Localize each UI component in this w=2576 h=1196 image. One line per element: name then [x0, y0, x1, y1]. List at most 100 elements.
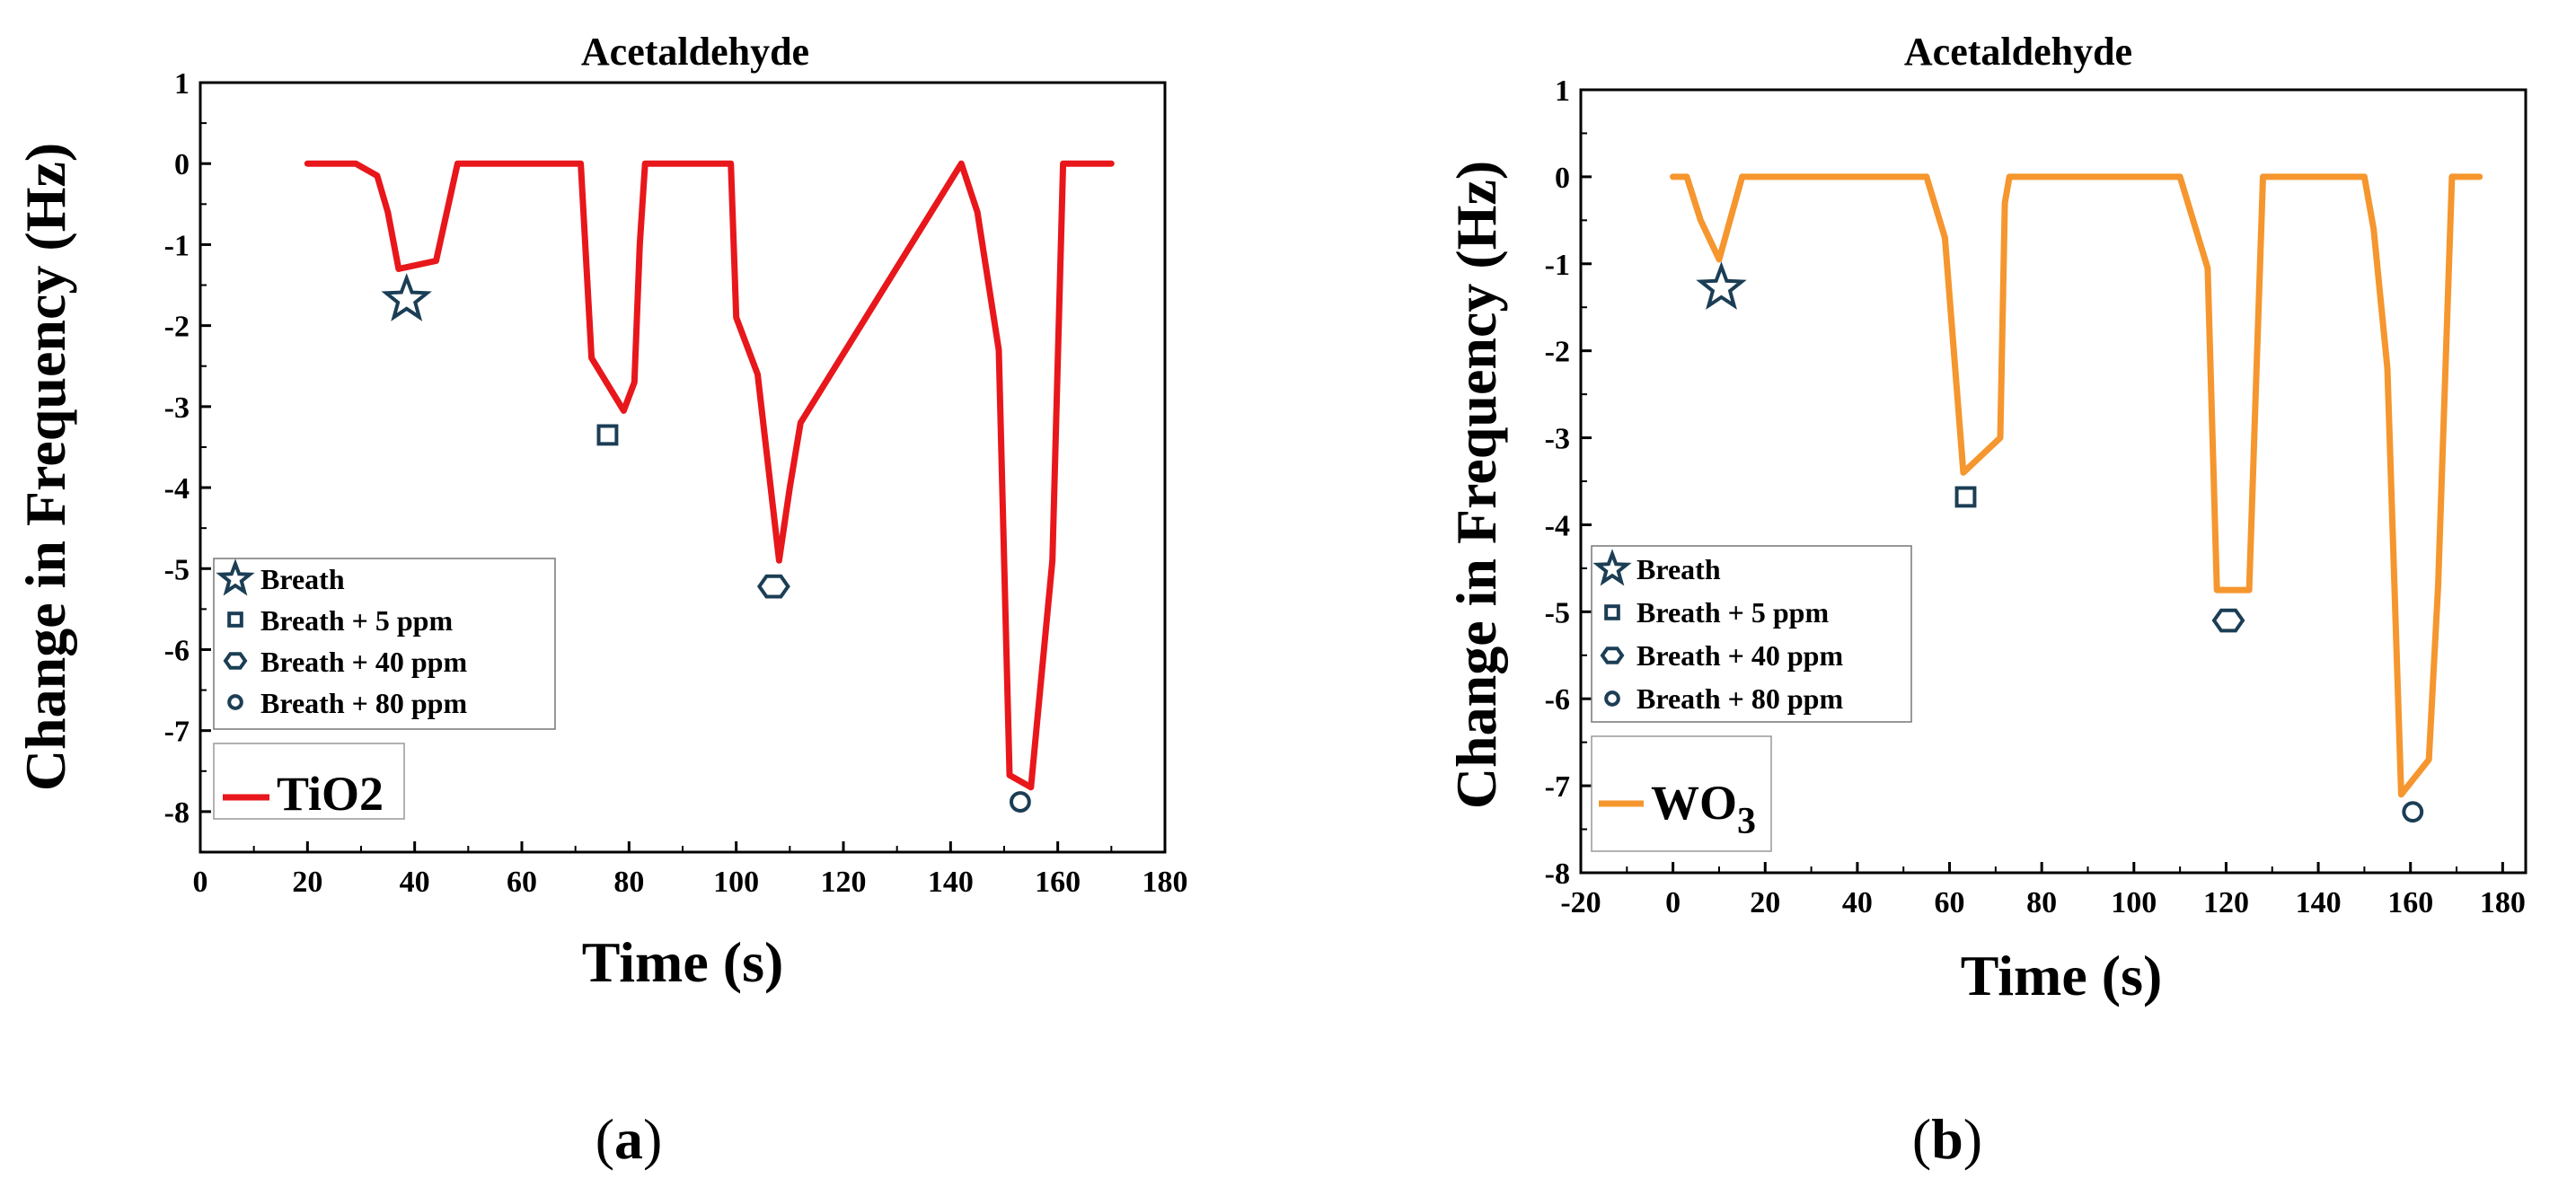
y-tick-label: -3 [164, 391, 190, 425]
x-tick-label: 100 [713, 866, 759, 899]
x-tick-label: 100 [2111, 886, 2157, 919]
panel-caption: (a) [595, 1107, 663, 1171]
y-tick-label: -1 [1545, 249, 1570, 282]
legend-label-40ppm: Breath + 40 ppm [260, 646, 467, 678]
x-tick-label: 60 [1935, 886, 1965, 919]
y-tick-labels: 1 0 -1 -2 -3 -4 -5 -6 -7 -8 [164, 67, 190, 830]
x-tick-label: 180 [1142, 866, 1188, 899]
y-tick-label: -1 [164, 229, 190, 262]
x-tick-label: 80 [2026, 886, 2057, 919]
series-tio2 [304, 160, 1115, 791]
y-tick-label: -3 [1545, 423, 1570, 456]
x-tick-label: 0 [1665, 886, 1681, 919]
y-tick-label: 0 [1555, 162, 1570, 195]
y-axis-label: Change in Frequency (Hz) [1444, 161, 1508, 809]
y-tick-label: -4 [164, 472, 190, 506]
material-legend: TiO2 [213, 743, 405, 821]
y-tick-label: -6 [1545, 683, 1570, 717]
y-tick-label: -2 [164, 311, 190, 344]
chart-title: Acetaldehyde [581, 30, 809, 74]
plot-frame [1579, 88, 2527, 875]
material-label: TiO2 [277, 767, 384, 821]
chart-title: Acetaldehyde [1904, 30, 2132, 74]
y-tick-label: -7 [164, 716, 190, 749]
x-axis-label: Time (s) [1961, 944, 2163, 1007]
y-tick-labels: 1 0 -1 -2 -3 -4 -5 -6 -7 -8 [1545, 75, 1570, 891]
data-markers [1696, 261, 2424, 823]
y-tick-label: -5 [1545, 596, 1570, 629]
series-line [1670, 173, 2483, 798]
legend-label-breath: Breath [260, 563, 345, 595]
x-tick-label: 120 [821, 866, 867, 899]
y-axis-label: Change in Frequency (Hz) [13, 143, 77, 791]
legend-label-80ppm: Breath + 80 ppm [1636, 682, 1843, 715]
x-tick-label: 140 [2296, 886, 2342, 919]
legend-icons [1592, 549, 1632, 707]
panel-caption: (b) [1912, 1107, 1982, 1171]
y-tick-label: 0 [174, 148, 190, 181]
legend: Breath Breath + 5 ppm Breath + 40 ppm Br… [213, 558, 556, 730]
legend-hexagon-icon [223, 652, 248, 670]
series-line [304, 160, 1115, 791]
material-legend-box [213, 743, 405, 820]
legend-label-breath: Breath [1636, 553, 1721, 585]
material-label: WO3 [1651, 776, 1756, 842]
x-tick-label: 40 [1842, 886, 1873, 919]
y-tick-label: -4 [1545, 509, 1570, 542]
marker-star [1696, 261, 1747, 310]
x-tick-label: 40 [400, 866, 430, 899]
x-tick-label: 20 [292, 866, 322, 899]
series-wo3 [1670, 173, 2483, 798]
panel-b: Acetaldehyde 1 0 -1 -2 -3 -4 -5 -6 -7 -8 -20 0 20 40… [1444, 30, 2527, 1171]
material-legend: WO3 [1591, 735, 1772, 852]
legend-star-icon [216, 558, 255, 596]
panel-a: Acetaldehyde 1 0 -1 -2 -3 -4 -5 -6 -7 -8 0 20 40 60 8… [13, 30, 1188, 1171]
legend-label-5ppm: Breath + 5 ppm [1636, 596, 1829, 629]
x-axis-label: Time (s) [582, 930, 784, 994]
legend-label-5ppm: Breath + 5 ppm [260, 604, 453, 637]
material-legend-box [1591, 735, 1772, 852]
x-tick-label: -20 [1560, 886, 1601, 919]
y-tick-label: -5 [164, 553, 190, 586]
legend-hexagon-icon [1600, 646, 1625, 664]
marker-square [596, 424, 619, 446]
data-markers [381, 273, 1031, 813]
tick-marks [198, 81, 1167, 853]
legend-circle-icon [227, 694, 243, 710]
legend-square-icon [227, 611, 243, 628]
legend-label-80ppm: Breath + 80 ppm [260, 687, 467, 719]
x-tick-label: 180 [2480, 886, 2526, 919]
legend-circle-icon [1604, 690, 1620, 707]
x-tick-labels: -20 0 20 40 60 80 100 120 140 160 180 [1560, 886, 2526, 919]
x-tick-label: 140 [928, 866, 974, 899]
legend-box [1591, 545, 1912, 723]
legend-box [213, 558, 556, 730]
marker-circle [2402, 801, 2424, 823]
y-tick-label: 1 [1555, 75, 1570, 108]
y-tick-label: -7 [1545, 770, 1570, 804]
x-tick-label: 0 [193, 866, 208, 899]
x-tick-label: 60 [507, 866, 537, 899]
marker-square [1954, 486, 1977, 508]
legend-icons [216, 558, 255, 710]
x-tick-label: 160 [1035, 866, 1081, 899]
legend: Breath Breath + 5 ppm Breath + 40 ppm Br… [1591, 545, 1912, 723]
legend-label-40ppm: Breath + 40 ppm [1636, 639, 1843, 672]
x-tick-labels: 0 20 40 60 80 100 120 140 160 180 [193, 866, 1188, 899]
x-tick-label: 160 [2387, 886, 2433, 919]
y-tick-label: -8 [1545, 857, 1570, 891]
x-tick-label: 80 [613, 866, 644, 899]
marker-hexagon [2211, 608, 2245, 633]
marker-star [381, 273, 432, 321]
legend-square-icon [1604, 604, 1620, 620]
legend-star-icon [1592, 549, 1632, 586]
marker-hexagon [756, 574, 790, 599]
x-tick-label: 20 [1750, 886, 1780, 919]
y-tick-label: -8 [164, 796, 190, 830]
y-tick-label: 1 [174, 67, 190, 101]
x-tick-label: 120 [2203, 886, 2249, 919]
y-tick-label: -2 [1545, 336, 1570, 369]
plot-frame [198, 81, 1167, 854]
y-tick-label: -6 [164, 634, 190, 667]
